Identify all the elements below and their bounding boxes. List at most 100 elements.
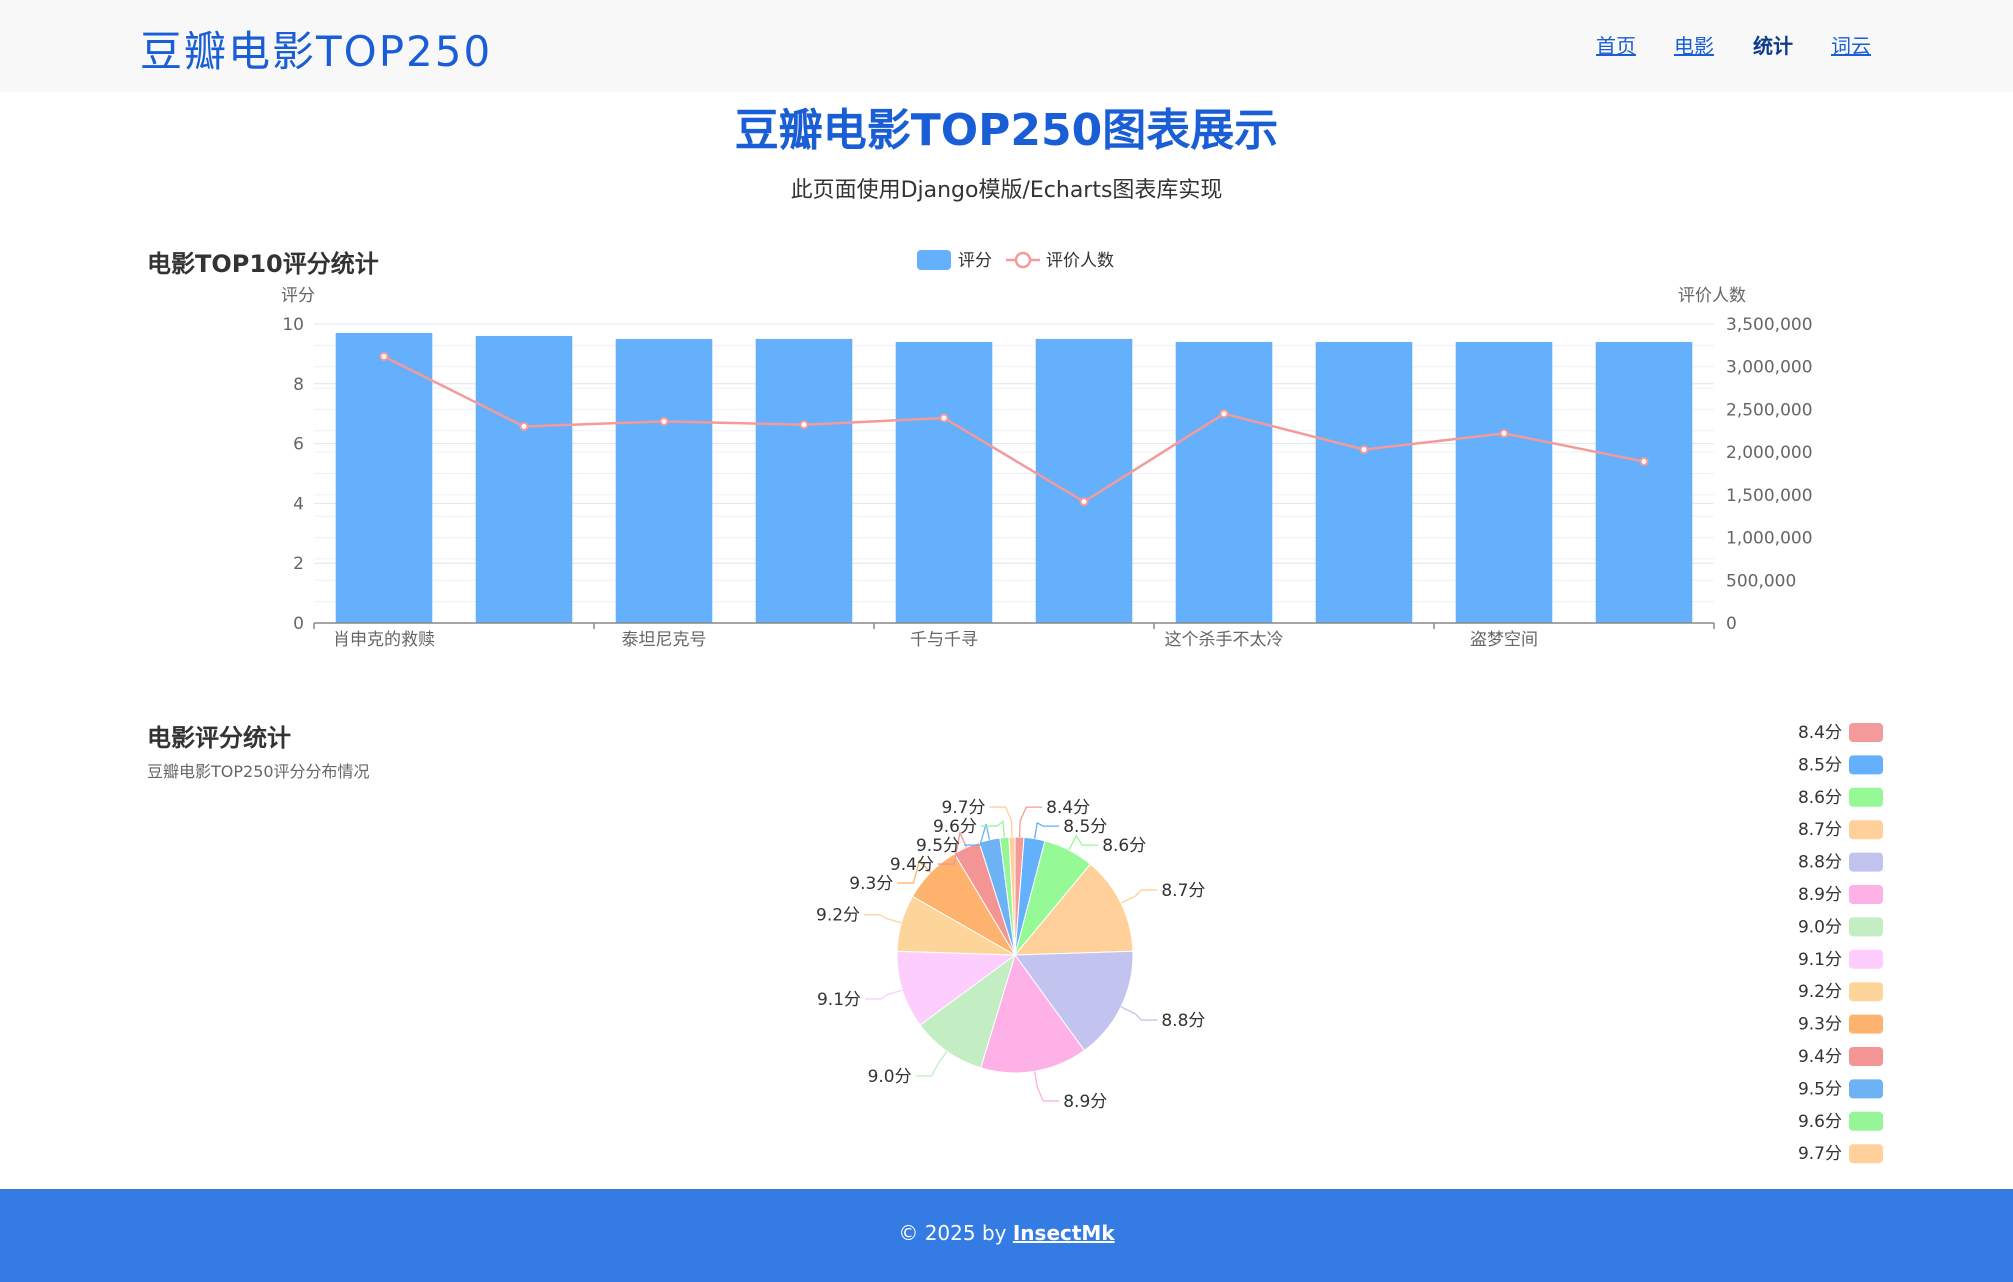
y-right-axis-title: 评价人数	[1678, 286, 1746, 306]
y-left-tick-label: 6	[293, 435, 304, 455]
y-left-tick-label: 4	[293, 494, 304, 514]
pie-slice-label: 9.5分	[916, 836, 960, 856]
pie-label-line	[897, 859, 932, 884]
y-right-tick-label: 3,500,000	[1726, 315, 1813, 335]
legend-label-score: 评分	[958, 251, 992, 271]
pie-legend-swatch	[1849, 949, 1883, 969]
line-point	[1499, 428, 1509, 438]
y-right-tick-label: 0	[1726, 614, 1737, 634]
pie-slice	[1014, 950, 1134, 1052]
pie-slice-label: 8.5分	[1063, 817, 1107, 837]
bar	[1315, 341, 1413, 623]
pie-label-line	[980, 820, 1006, 838]
pie-label-line	[937, 830, 968, 865]
pie-label-line	[1018, 806, 1043, 838]
page-subtitle: 此页面使用Django模版/Echarts图表库实现	[790, 178, 1223, 203]
line-series-path	[383, 355, 1645, 504]
footer-copyright: © 2025 by InsectMk	[0, 1221, 2013, 1245]
y-left-tick-label: 2	[293, 554, 304, 574]
nav-link-stats[interactable]: 统计	[1753, 34, 1793, 58]
pie-chart-subtitle: 豆瓣电影TOP250评分分布情况	[147, 762, 370, 781]
x-tick-label: 盗梦空间	[1470, 630, 1538, 650]
y-right-tick-label: 500,000	[1726, 571, 1796, 591]
line-point	[1639, 457, 1649, 467]
pie-slice-label: 9.0分	[868, 1067, 912, 1087]
pie-chart-title: 电影评分统计	[147, 724, 291, 752]
pie-legend-label: 9.2分	[1798, 982, 1842, 1002]
nav-link-movies[interactable]: 电影	[1674, 34, 1714, 58]
pie-legend-label: 9.0分	[1798, 917, 1842, 937]
footer-author-link[interactable]: InsectMk	[1012, 1221, 1115, 1245]
bar	[895, 341, 993, 623]
legend-swatch-score	[917, 250, 951, 270]
pie-legend-swatch	[1849, 1079, 1883, 1099]
footer-prefix: © 2025 by	[898, 1221, 1013, 1245]
pie-legend-label: 8.8分	[1798, 853, 1842, 873]
bar	[1455, 341, 1553, 623]
bar	[1175, 341, 1273, 623]
y-right-tick-label: 1,500,000	[1726, 486, 1813, 506]
pie-slice-label: 9.2分	[816, 906, 860, 926]
bar	[475, 335, 573, 623]
pie-legend-swatch	[1849, 723, 1883, 742]
line-point	[1079, 497, 1089, 507]
y-right-tick-label: 3,000,000	[1726, 358, 1813, 378]
pie-legend-swatch	[1849, 755, 1883, 775]
pie-legend-label: 9.3分	[1798, 1015, 1842, 1035]
line-point	[379, 351, 389, 361]
pie-label-line	[915, 1050, 948, 1077]
x-tick-label: 肖申克的救赎	[333, 630, 435, 650]
y-left-axis-title: 评分	[281, 286, 315, 306]
x-tick-label: 泰坦尼克号	[622, 630, 707, 650]
pie-slice-label: 8.9分	[1063, 1092, 1107, 1112]
pie-slice-label: 9.4分	[890, 855, 934, 875]
y-right-tick-label: 1,000,000	[1726, 529, 1813, 549]
pie-legend-swatch	[1849, 1144, 1883, 1164]
pie-legend-label: 8.5分	[1798, 755, 1842, 775]
x-tick-label: 千与千寻	[910, 630, 978, 650]
pie-legend-label: 9.7分	[1798, 1144, 1842, 1164]
line-point	[939, 413, 949, 423]
y-left-tick-label: 0	[293, 614, 304, 634]
rating-distribution-pie: 8.4分8.5分8.6分8.7分8.8分8.9分9.0分9.1分9.2分9.3分…	[816, 723, 1883, 1164]
navbar: 豆瓣电影TOP250 首页 电影 统计 词云	[0, 0, 2013, 92]
line-point	[799, 420, 809, 430]
pie-slice-label: 9.1分	[817, 990, 861, 1010]
footer: © 2025 by InsectMk	[0, 1189, 2013, 1282]
pie-legend-swatch	[1849, 1014, 1883, 1034]
nav-link-home[interactable]: 首页	[1596, 34, 1636, 58]
bar	[1595, 341, 1693, 623]
pie-legend-swatch	[1849, 787, 1883, 807]
y-left-tick-label: 8	[293, 375, 304, 395]
pie-legend-label: 8.4分	[1798, 723, 1842, 743]
page-title: 豆瓣电影TOP250图表展示	[734, 105, 1279, 156]
site-brand[interactable]: 豆瓣电影TOP250	[140, 27, 493, 76]
nav-link-wordcloud[interactable]: 词云	[1831, 34, 1871, 58]
pie-slice-label: 9.7分	[942, 798, 986, 818]
pie-slice-label: 9.3分	[849, 874, 893, 894]
pie-label-line	[1120, 1006, 1158, 1021]
pie-label-line	[964, 823, 991, 846]
pie-legend-label: 9.6分	[1798, 1112, 1842, 1132]
legend-swatch-marker	[1014, 251, 1032, 269]
pie-legend-swatch	[1849, 820, 1883, 840]
pie-slice-label: 8.4分	[1046, 798, 1090, 818]
pie-slice	[1013, 863, 1134, 956]
pie-legend-label: 8.9分	[1798, 885, 1842, 905]
pie-slice-label: 8.7分	[1161, 881, 1205, 901]
pie-legend-label: 9.1分	[1798, 950, 1842, 970]
pie-slice-label: 8.6分	[1102, 836, 1146, 856]
y-right-tick-label: 2,000,000	[1726, 443, 1813, 463]
top10-rating-chart: 0 2 4 6 8 10 0 500,000 1,000,000 1,500,000 2,000,0…	[281, 250, 1813, 650]
pie-slice	[980, 953, 1086, 1074]
pie-legend-swatch	[1849, 1111, 1883, 1131]
line-point	[1359, 445, 1369, 455]
x-tick-label: 这个杀手不太冷	[1165, 630, 1284, 650]
y-left-tick-label: 10	[282, 315, 304, 335]
line-point	[1219, 409, 1229, 419]
pie-label-line	[1033, 821, 1060, 839]
pie-label-line	[864, 914, 902, 924]
pie-legend-label: 8.7分	[1798, 820, 1842, 840]
pie-legend-swatch	[1849, 852, 1883, 872]
pie-label-line	[1033, 1071, 1060, 1102]
